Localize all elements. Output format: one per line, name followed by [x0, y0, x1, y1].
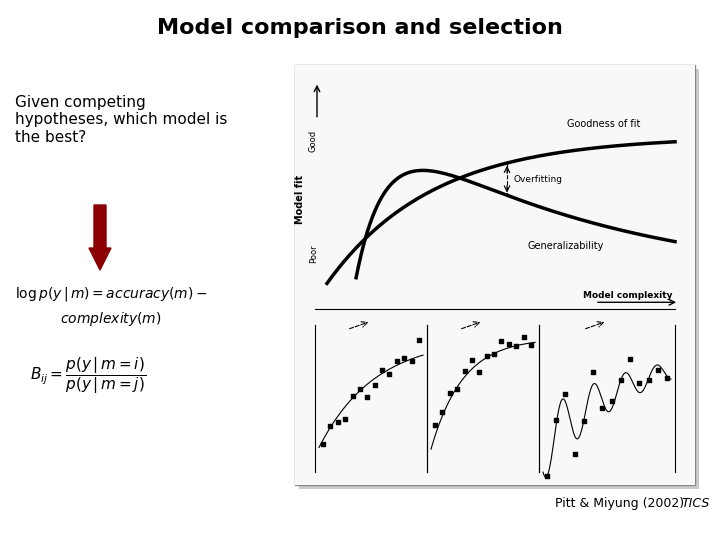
Point	[377, 365, 388, 374]
Bar	[299, 69, 699, 489]
Point	[361, 393, 373, 402]
Point	[518, 333, 529, 341]
Point	[451, 385, 463, 394]
Text: Goodness of fit: Goodness of fit	[567, 119, 640, 129]
Point	[459, 367, 470, 376]
Point	[444, 389, 456, 398]
Point	[503, 340, 515, 349]
Point	[481, 352, 492, 360]
Point	[606, 396, 617, 405]
Text: $\log p(y\,|\,m) = accuracy(m) -$: $\log p(y\,|\,m) = accuracy(m) -$	[15, 285, 208, 303]
Point	[332, 417, 343, 426]
Text: Poor: Poor	[309, 245, 318, 264]
Point	[588, 368, 599, 377]
Point	[384, 369, 395, 378]
Text: Given competing
hypotheses, which model is
the best?: Given competing hypotheses, which model …	[15, 95, 228, 145]
Text: Pitt & Miyung (2002): Pitt & Miyung (2002)	[555, 497, 688, 510]
Point	[429, 421, 441, 430]
Point	[541, 471, 553, 480]
Point	[318, 440, 329, 448]
Point	[559, 389, 571, 398]
Point	[551, 416, 562, 424]
Point	[369, 381, 380, 389]
Point	[615, 376, 626, 384]
Text: Overfitting: Overfitting	[513, 174, 562, 184]
Bar	[295, 65, 695, 485]
Text: Generalizability: Generalizability	[527, 241, 603, 251]
Point	[488, 349, 500, 358]
Point	[578, 417, 590, 426]
Point	[526, 341, 537, 349]
Point	[339, 415, 351, 424]
Text: $complexity(m)$: $complexity(m)$	[60, 310, 162, 328]
Point	[391, 357, 402, 366]
Text: $B_{ij} = \dfrac{p(y\,|\,m=i)}{p(y\,|\,m=j)}$: $B_{ij} = \dfrac{p(y\,|\,m=i)}{p(y\,|\,m…	[30, 355, 146, 396]
Point	[634, 379, 645, 387]
Point	[624, 355, 636, 363]
Text: Model complexity: Model complexity	[583, 292, 672, 300]
Point	[436, 408, 448, 417]
Point	[325, 422, 336, 430]
Point	[569, 450, 580, 458]
Point	[398, 354, 410, 362]
FancyArrow shape	[89, 205, 111, 270]
Point	[495, 337, 507, 346]
Text: Model fit: Model fit	[294, 175, 305, 224]
Text: TICS: TICS	[682, 497, 710, 510]
Point	[413, 336, 425, 345]
Text: Good: Good	[309, 130, 318, 152]
Point	[597, 403, 608, 412]
Point	[474, 368, 485, 376]
Point	[354, 384, 366, 393]
Point	[652, 366, 664, 374]
Point	[643, 376, 654, 385]
Point	[466, 356, 477, 364]
Text: Model comparison and selection: Model comparison and selection	[157, 18, 563, 38]
Point	[347, 392, 359, 401]
Point	[406, 356, 418, 365]
Point	[510, 342, 522, 351]
Point	[661, 374, 672, 382]
